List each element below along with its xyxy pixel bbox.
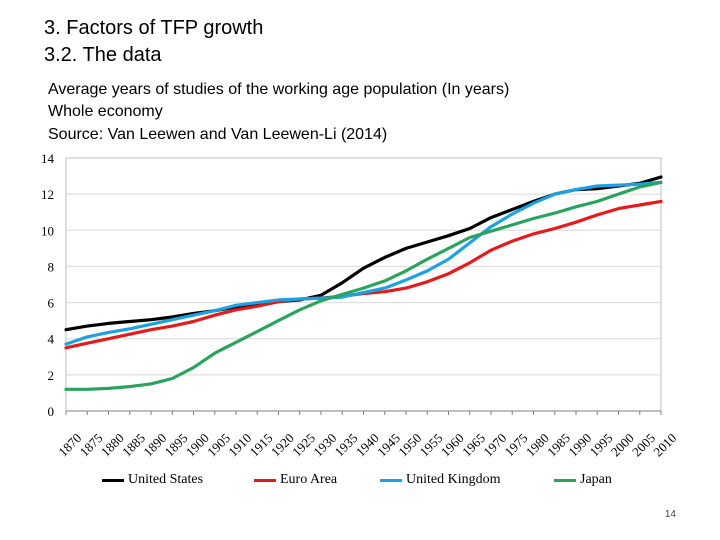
legend-label-japan: Japan xyxy=(580,472,612,487)
legend-swatch-japan xyxy=(554,478,576,482)
y-tick-label: 2 xyxy=(48,368,55,383)
legend-swatch-euro xyxy=(254,478,276,482)
legend-label-uk: United Kingdom xyxy=(406,472,501,487)
series-line-3 xyxy=(64,180,663,391)
y-tick-label: 0 xyxy=(48,404,55,419)
legend-item-uk: United Kingdom xyxy=(380,470,501,490)
slide-title-line2: 3.2. The data xyxy=(44,44,162,66)
slide-title-line1: 3. Factors of TFP growth xyxy=(44,17,264,39)
chart-legend: United States Euro Area United Kingdom J… xyxy=(100,470,660,490)
legend-item-japan: Japan xyxy=(554,470,612,490)
plot-frame xyxy=(65,157,662,412)
y-tick-label: 14 xyxy=(41,151,55,166)
series-line-2 xyxy=(64,180,663,346)
page-number: 14 xyxy=(664,509,676,520)
y-tick-label: 6 xyxy=(48,296,55,311)
chart-axes xyxy=(65,157,662,415)
legend-item-us: United States xyxy=(102,470,203,490)
chart-series xyxy=(64,175,663,391)
y-tick-label: 4 xyxy=(48,332,55,347)
legend-item-euro: Euro Area xyxy=(254,470,337,490)
legend-swatch-uk xyxy=(380,478,402,482)
y-tick-label: 8 xyxy=(48,259,55,274)
series-line-1 xyxy=(64,199,663,350)
chart-source: Source: Van Leewen and Van Leewen-Li (20… xyxy=(48,126,388,143)
series-line-0 xyxy=(64,175,663,332)
y-tick-label: 10 xyxy=(41,223,54,238)
legend-label-us: United States xyxy=(128,472,204,487)
chart-grid xyxy=(66,193,661,376)
chart-title: Average years of studies of the working … xyxy=(48,81,510,98)
legend-label-euro: Euro Area xyxy=(280,472,338,487)
y-axis-labels: 0 2 4 6 8 10 12 14 xyxy=(41,151,55,419)
line-chart: 0 2 4 6 8 10 12 14 1870187518801885189018951900… xyxy=(41,151,679,459)
x-axis-labels: 1870187518801885189018951900190519101915… xyxy=(55,430,679,459)
chart-subtitle: Whole economy xyxy=(48,103,163,120)
x-tick-label: 2010 xyxy=(650,430,679,459)
y-tick-label: 12 xyxy=(41,187,54,202)
legend-swatch-us xyxy=(102,478,124,482)
